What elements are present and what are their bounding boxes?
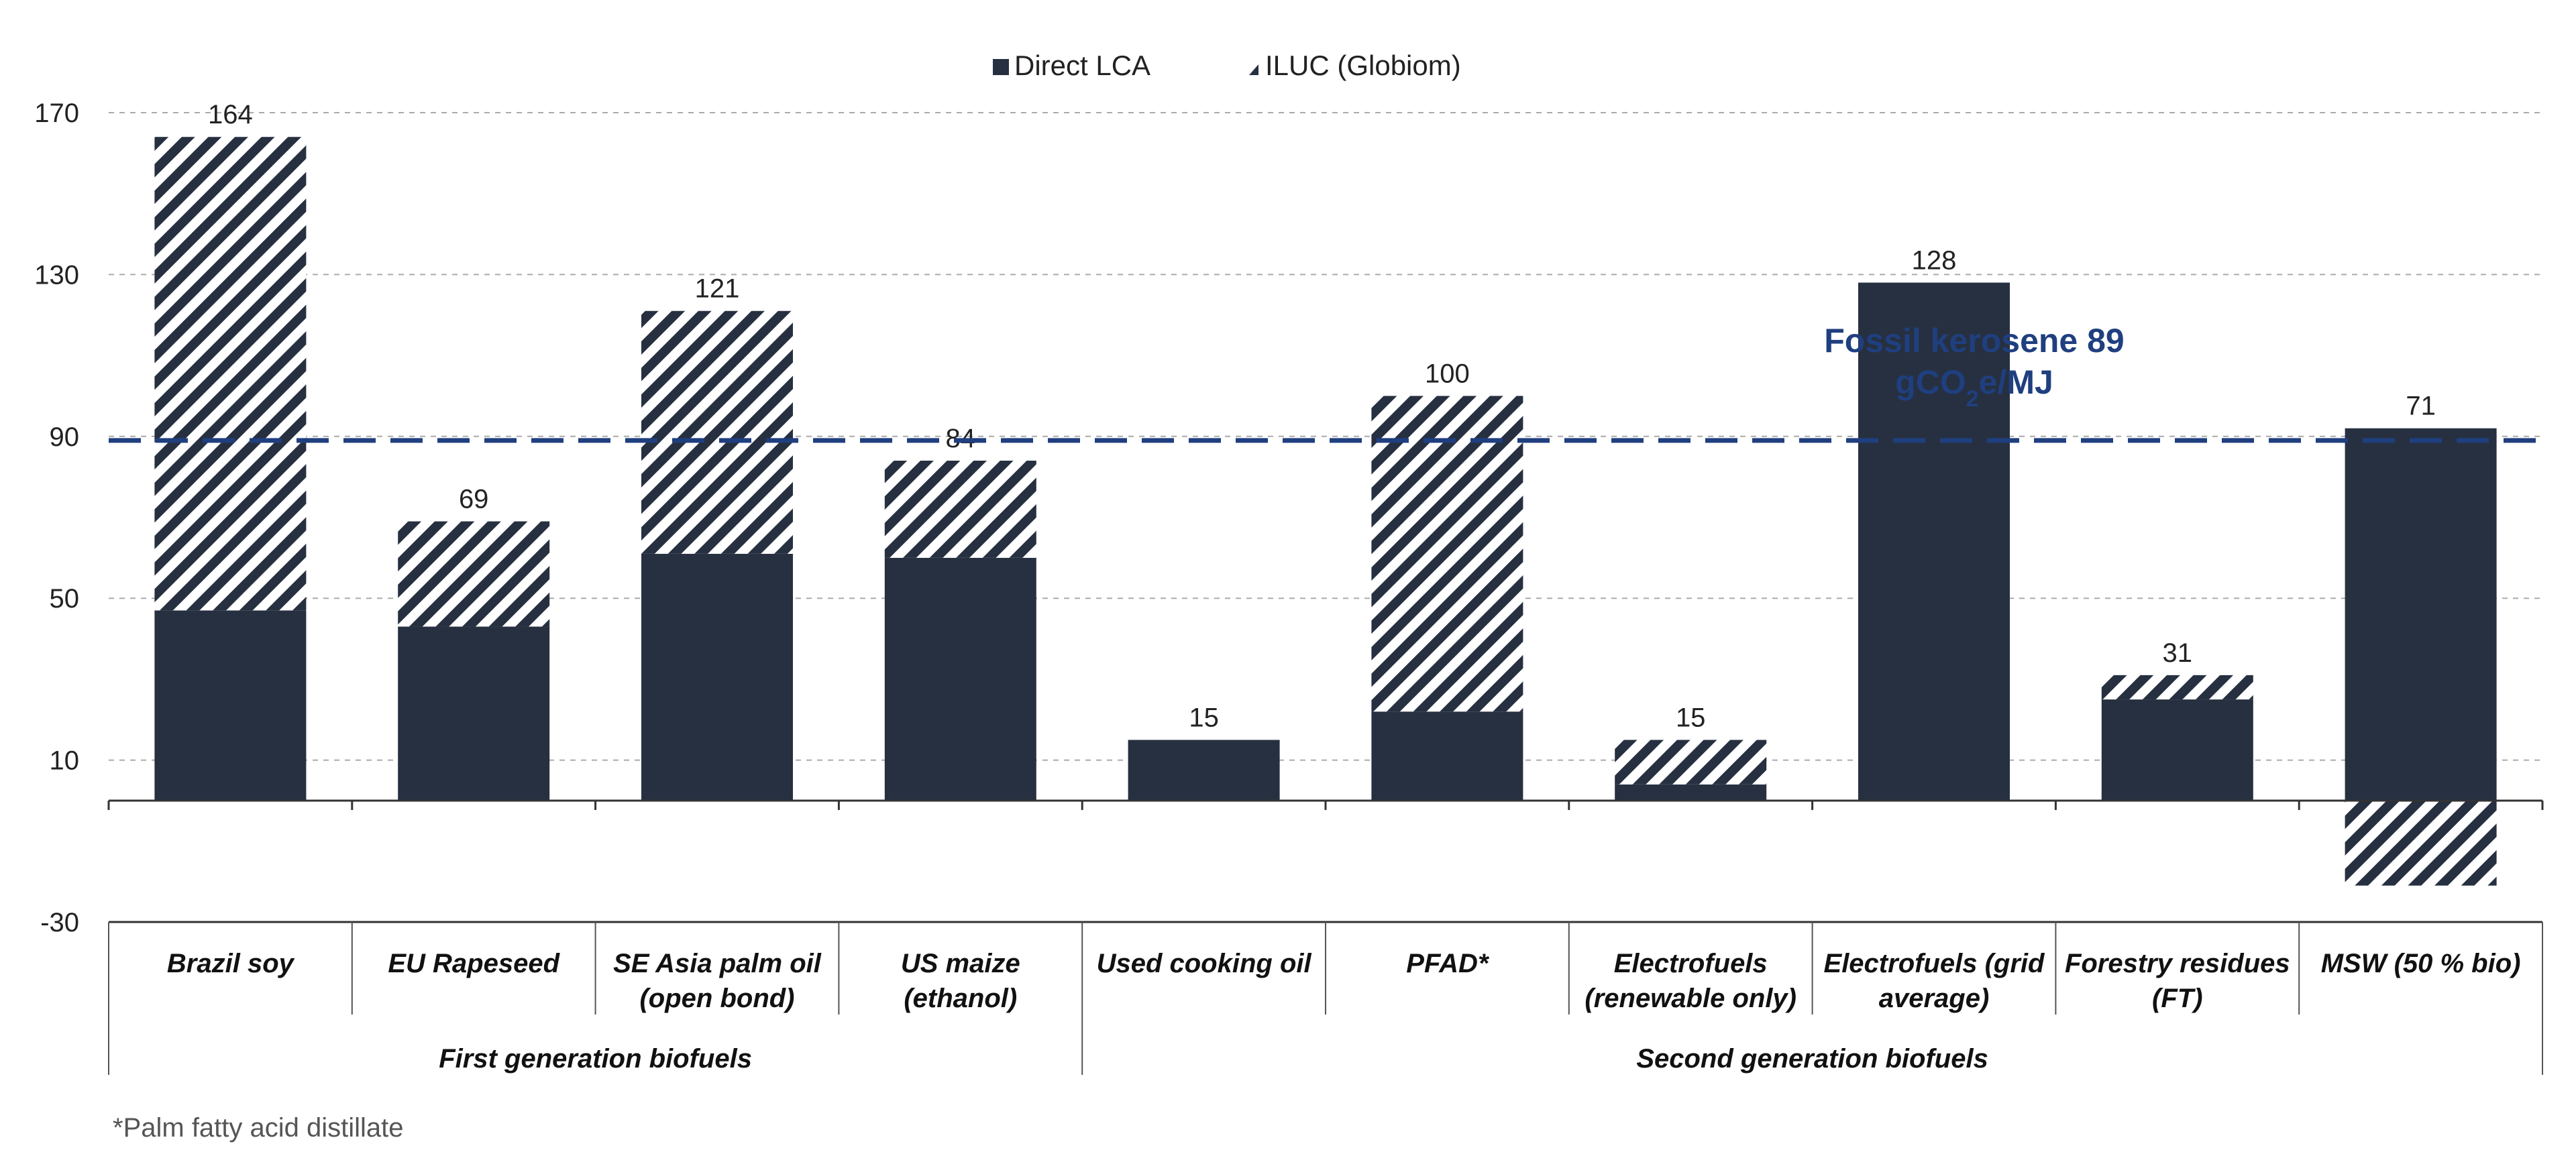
legend: Direct LCA ILUC (Globiom): [993, 50, 1461, 81]
category-label: Forestry residues: [2065, 949, 2290, 978]
bar-iluc: [2101, 675, 2253, 700]
bar-direct-lca: [884, 557, 1036, 801]
legend-swatch-direct-lca: [993, 59, 1009, 75]
legend-label-iluc: ILUC (Globiom): [1265, 50, 1461, 81]
reference-label-line2: gCO2e/MJ: [1895, 363, 2053, 412]
y-tick-label: -30: [40, 908, 79, 937]
bar-direct-lca: [398, 626, 550, 801]
y-tick-label: 90: [50, 422, 80, 452]
bar-iluc: [884, 461, 1036, 558]
category-label: US maize: [901, 949, 1020, 978]
data-label: 69: [459, 485, 489, 514]
category-label: (open bond): [639, 984, 794, 1013]
data-label: 164: [208, 100, 253, 129]
reference-label-line1: Fossil kerosene 89: [1824, 322, 2124, 359]
category-label: Electrofuels: [1614, 949, 1768, 978]
bar-direct-lca: [2101, 699, 2253, 801]
y-tick-label: 170: [34, 99, 79, 128]
bar-direct-lca: [641, 553, 793, 801]
reference-line-group: Fossil kerosene 89 gCO2e/MJ: [109, 322, 2542, 443]
data-label: 128: [1912, 245, 1957, 275]
category-label: Used cooking oil: [1097, 949, 1312, 978]
group-label: First generation biofuels: [439, 1044, 752, 1074]
bar-iluc: [398, 521, 550, 627]
data-label: 121: [695, 274, 740, 304]
category-label: PFAD*: [1406, 949, 1490, 978]
data-label: 71: [2406, 392, 2436, 421]
bar-iluc: [1615, 740, 1767, 785]
data-label: 15: [1189, 703, 1219, 732]
y-tick-label: 130: [34, 260, 79, 290]
y-axis: 170 130 90 50 10 -30: [34, 99, 79, 937]
bar-direct-lca: [1615, 784, 1767, 801]
category-label: MSW (50 % bio): [2321, 949, 2521, 978]
bar-direct-lca: [2345, 428, 2497, 801]
bar-iluc: [154, 137, 307, 611]
bar-iluc: [2345, 800, 2497, 886]
y-tick-label: 50: [50, 584, 80, 614]
bar-direct-lca: [1371, 711, 1523, 801]
category-label: (renewable only): [1585, 984, 1796, 1013]
category-label: Brazil soy: [167, 949, 295, 978]
data-label: 31: [2163, 638, 2193, 668]
footnote: *Palm fatty acid distillate: [113, 1113, 404, 1143]
category-label: (ethanol): [904, 984, 1017, 1013]
category-label: (FT): [2152, 984, 2203, 1013]
y-tick-label: 10: [50, 746, 80, 776]
data-label: 15: [1676, 703, 1706, 732]
x-axis: Brazil soy EU Rapeseed SE Asia palm oil (op…: [107, 799, 2544, 1075]
bar-iluc: [1371, 396, 1523, 712]
category-label: SE Asia palm oil: [613, 949, 822, 978]
category-label: EU Rapeseed: [388, 949, 560, 978]
category-label: Electrofuels (grid: [1824, 949, 2046, 978]
legend-label-direct-lca: Direct LCA: [1014, 50, 1150, 81]
bar-direct-lca: [1858, 282, 2010, 801]
legend-swatch-iluc: [1249, 64, 1258, 75]
bar-iluc: [641, 310, 793, 554]
bars: 164691218415100151283171: [154, 100, 2497, 886]
category-label: average): [1879, 984, 1990, 1013]
bar-direct-lca: [1128, 740, 1280, 801]
bar-direct-lca: [154, 610, 307, 801]
group-label: Second generation biofuels: [1636, 1044, 1988, 1074]
data-label: 100: [1425, 359, 1470, 388]
